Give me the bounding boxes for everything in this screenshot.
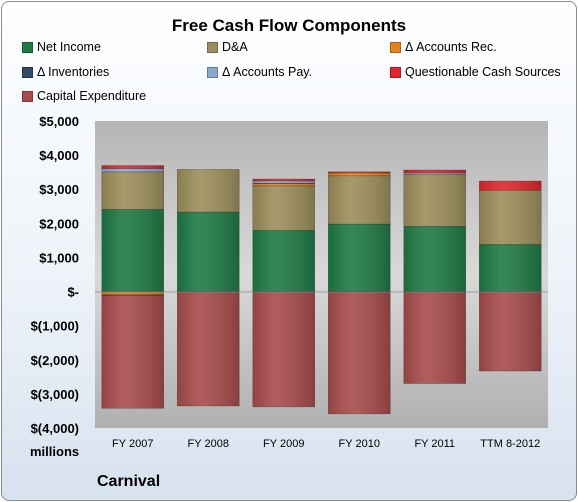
bar-segment-shade — [101, 209, 164, 292]
bars-layer — [101, 165, 542, 415]
x-axis: FY 2007 FY 2008 FY 2009 FY 2010 FY 2011 TTM 8… — [112, 438, 540, 450]
bar-segment-shade — [101, 171, 164, 210]
plot-area — [95, 121, 548, 428]
x-tick-label: FY 2009 — [263, 438, 304, 450]
units-label: millions — [30, 444, 80, 459]
bar-segment-shade — [252, 183, 315, 186]
y-tick-label: $3,000 — [39, 182, 79, 197]
bar-segment-shade — [252, 179, 315, 181]
bar-segment-shade — [479, 181, 542, 191]
x-tick-label: FY 2011 — [414, 438, 455, 450]
x-tick-label: FY 2010 — [339, 438, 380, 450]
legend-item-accounts-pay: Δ Accounts Pay. — [207, 65, 312, 79]
bar-segment-shade — [403, 174, 466, 227]
legend-item-inventories: Δ Inventories — [22, 65, 109, 79]
bar-segment-shade — [101, 294, 164, 296]
bar-segment-shade — [328, 224, 391, 292]
x-tick-label: TTM 8-2012 — [480, 438, 540, 450]
bar-segment-shade — [177, 169, 240, 213]
legend-swatch-inventories — [22, 66, 33, 78]
legend-label: Δ Accounts Rec. — [405, 40, 497, 54]
legend-item-capex: Capital Expenditure — [22, 89, 146, 103]
bar-segment-shade — [403, 291, 466, 384]
legend-swatch-questionable-cash — [390, 66, 401, 78]
bar-segment-shade — [403, 172, 466, 175]
bar-segment-shade — [177, 291, 240, 406]
x-tick-label: FY 2007 — [112, 438, 153, 450]
y-tick-label: $2,000 — [39, 216, 79, 231]
bar-segment-shade — [328, 291, 391, 414]
bar-segment-shade — [101, 168, 164, 172]
bar-segment-shade — [177, 212, 240, 292]
bar-segment-shade — [101, 295, 164, 409]
bar-segment-shade — [101, 165, 164, 169]
bar-segment-shade — [479, 190, 542, 245]
y-tick-label: $(1,000) — [31, 319, 79, 334]
legend-label: Δ Accounts Pay. — [222, 65, 313, 79]
y-tick-label: $(4,000) — [31, 421, 79, 436]
legend-label: Capital Expenditure — [37, 89, 147, 103]
legend-label: D&A — [222, 40, 248, 54]
legend-item-accounts-rec: Δ Accounts Rec. — [390, 40, 497, 54]
legend-label: Δ Inventories — [37, 65, 110, 79]
bar-segment-shade — [328, 171, 391, 173]
legend-swatch-da — [207, 41, 218, 53]
legend-swatch-accounts-rec — [390, 41, 401, 53]
legend-swatch-net-income — [22, 41, 33, 53]
company-label: Carnival — [97, 473, 161, 490]
y-tick-label: $(2,000) — [31, 353, 79, 368]
bar-segment-shade — [328, 172, 391, 176]
bar-segment-shade — [252, 230, 315, 292]
y-tick-label: $(3,000) — [31, 387, 79, 402]
y-tick-label: $4,000 — [39, 148, 79, 163]
chart-title: Free Cash Flow Components — [171, 16, 407, 35]
bar-segment-shade — [479, 291, 542, 372]
bar-segment-shade — [101, 291, 164, 295]
bar-segment-shade — [252, 180, 315, 184]
x-tick-label: FY 2008 — [188, 438, 229, 450]
legend-item-da: D&A — [207, 40, 248, 54]
bar-segment-shade — [252, 291, 315, 407]
y-tick-label: $- — [67, 285, 79, 300]
y-tick-label: $1,000 — [39, 250, 79, 265]
legend-item-net-income: Net Income — [22, 40, 101, 54]
legend-label: Net Income — [37, 40, 101, 54]
y-tick-label: $5,000 — [39, 114, 79, 129]
y-axis: $5,000 $4,000 $3,000 $2,000 $1,000 $- $(1,000)… — [31, 114, 79, 436]
bar-segment-shade — [328, 175, 391, 225]
bar-segment-shade — [479, 244, 542, 292]
bar-segment-shade — [403, 169, 466, 173]
legend-label: Questionable Cash Sources — [405, 65, 561, 79]
legend-item-questionable-cash: Questionable Cash Sources — [390, 65, 561, 79]
legend-swatch-capex — [22, 90, 33, 102]
bar-segment-shade — [403, 226, 466, 292]
bar-segment-shade — [252, 185, 315, 231]
legend-swatch-accounts-pay — [207, 66, 218, 78]
